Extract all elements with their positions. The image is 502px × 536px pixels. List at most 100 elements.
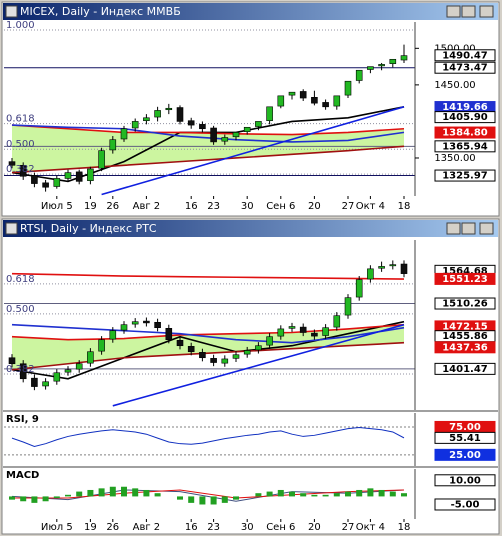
- candle-body: [210, 358, 217, 363]
- x-tick-label: 20: [308, 201, 321, 212]
- candle-body: [378, 266, 385, 269]
- candle-body: [232, 132, 240, 138]
- x-tick-label: 16: [185, 522, 198, 533]
- price-label-box: [434, 169, 496, 182]
- macd-bar: [233, 496, 239, 500]
- macd-bar: [31, 496, 38, 503]
- macd-bar: [356, 489, 363, 497]
- price-label: 1472.15: [442, 321, 488, 332]
- indicator-line: [11, 145, 405, 174]
- price-label-box: [434, 126, 496, 139]
- price-label: 1325.97: [442, 171, 488, 182]
- indicator-line: [101, 106, 405, 196]
- price-label-box: [434, 272, 496, 285]
- minimize-button[interactable]: [446, 222, 461, 235]
- indicator-line: [11, 272, 405, 280]
- price-label-box: [434, 448, 496, 461]
- x-tick-label: 19: [84, 201, 97, 212]
- macd-bar: [87, 489, 94, 497]
- candle-body: [42, 182, 49, 188]
- candle-body: [243, 350, 251, 355]
- y-tick-label: 1500.00: [434, 43, 475, 54]
- macd-bar: [188, 496, 195, 503]
- x-tick-label: 23: [207, 201, 220, 212]
- close-button[interactable]: [479, 5, 494, 18]
- window-icon: [5, 5, 18, 18]
- price-label-box: [434, 431, 496, 444]
- macd-bar: [177, 496, 183, 500]
- price-label: 25.00: [449, 450, 481, 461]
- x-tick-label: 27: [342, 201, 355, 212]
- candle-body: [19, 164, 27, 177]
- macd-bar: [322, 494, 329, 497]
- macd-bar: [42, 496, 49, 502]
- indicator-line: [11, 341, 405, 371]
- macd-bar: [367, 488, 374, 497]
- close-button[interactable]: [479, 222, 494, 235]
- fib-label: 0.500: [6, 304, 35, 315]
- indicator-line: [11, 323, 405, 344]
- y-tick-label: 1350.00: [434, 153, 475, 164]
- candle-body: [378, 64, 385, 67]
- x-tick-label: Июл 5: [41, 522, 73, 533]
- maximize-button[interactable]: [461, 222, 476, 235]
- x-tick-label: Сен 6: [266, 201, 295, 212]
- macd-bar: [109, 486, 116, 497]
- candle-body: [199, 352, 206, 359]
- candle-body: [165, 328, 173, 341]
- indicator-line: [11, 323, 405, 341]
- candle-body: [367, 66, 374, 70]
- candle-body: [199, 124, 206, 130]
- x-tick-label: Окт 4: [356, 201, 385, 212]
- price-label: 55.41: [449, 433, 481, 444]
- candle-body: [87, 168, 94, 181]
- maximize-button[interactable]: [461, 5, 476, 18]
- candle-body: [333, 95, 341, 107]
- price-label: 1437.36: [442, 342, 488, 353]
- x-tick-label: Авг 2: [133, 201, 161, 212]
- price-label-box: [434, 341, 496, 354]
- price-label-box: [434, 474, 496, 487]
- macd-bar: [266, 491, 273, 497]
- title-bar: [3, 3, 498, 20]
- candle-body: [176, 340, 184, 347]
- macd-bar: [143, 489, 150, 497]
- indicator-line: [11, 124, 405, 136]
- candle-body: [311, 332, 318, 337]
- price-label: 1564.68: [442, 266, 488, 277]
- minimize-button[interactable]: [446, 5, 461, 18]
- price-label-box: [434, 498, 496, 511]
- price-label: 1419.66: [442, 102, 488, 113]
- window-title: MICEX, Daily - Индекс ММВБ: [20, 5, 181, 18]
- candle-body: [98, 339, 105, 352]
- fib-label: 0.618: [6, 114, 35, 125]
- candle-body: [120, 324, 128, 331]
- plot: [4, 29, 415, 196]
- x-tick-label: Июл 5: [41, 201, 73, 212]
- candle-body: [210, 127, 217, 143]
- indicator-line: [11, 489, 405, 502]
- candle-body: [42, 381, 49, 387]
- macd-bar: [311, 494, 318, 497]
- candle-body: [344, 80, 352, 96]
- panel-title: MACD: [6, 470, 39, 481]
- x-tick-label: 19: [84, 522, 97, 533]
- macd-bar: [345, 491, 351, 497]
- candle-body: [131, 321, 139, 325]
- indicator-line: [11, 320, 405, 380]
- panel-title: RSI, 9: [6, 414, 39, 425]
- candle-body: [221, 137, 229, 142]
- candle-body: [98, 150, 105, 169]
- macd-bar: [255, 493, 262, 497]
- candle-body: [8, 357, 16, 365]
- price-label: 1365.94: [442, 141, 488, 152]
- macd-bar: [199, 496, 206, 505]
- candle-body: [367, 268, 374, 280]
- y-tick-label: 1450.00: [434, 80, 475, 91]
- candle-body: [288, 91, 296, 96]
- candle-body: [389, 264, 397, 267]
- x-tick-label: Сен 6: [266, 522, 295, 533]
- window-title: RTSI, Daily - Индекс РТС: [20, 222, 157, 235]
- fib-label: 0.382: [6, 164, 35, 175]
- candle-body: [154, 110, 161, 118]
